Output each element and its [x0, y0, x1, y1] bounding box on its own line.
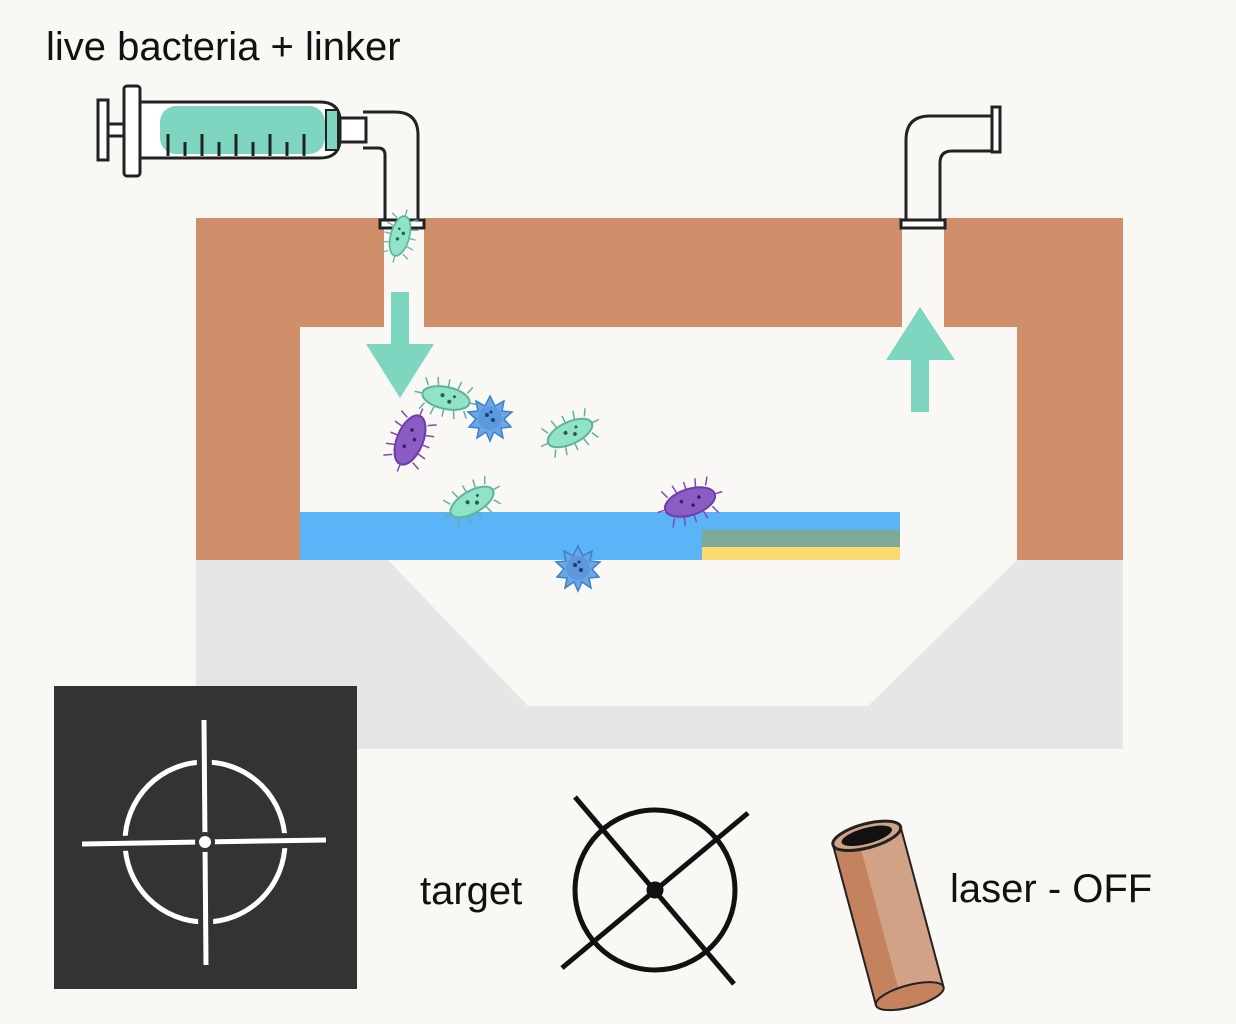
outlet-pipe — [899, 105, 1002, 230]
laser-label: laser - OFF — [950, 867, 1152, 911]
chamber-wall-left — [196, 218, 384, 560]
bacterium-purple — [376, 399, 444, 481]
syringe-icon — [96, 84, 368, 178]
target-label: target — [420, 869, 522, 913]
bacterium-blue — [467, 395, 513, 442]
target-icon — [560, 795, 750, 986]
crosshair-icon — [81, 719, 327, 966]
crosshair-panel — [54, 686, 357, 989]
laser-tube-icon — [831, 819, 945, 1012]
layer-yellow — [702, 547, 900, 560]
bacterium-green — [531, 401, 609, 465]
layer-green — [702, 530, 900, 547]
inlet-pipe — [363, 110, 426, 230]
chamber-wall-right — [944, 218, 1123, 560]
chamber-base — [196, 560, 1123, 749]
inlet-label: live bacteria + linker — [46, 25, 401, 69]
arrow-up-icon — [886, 307, 955, 412]
arrow-down-icon — [366, 292, 434, 398]
chamber-wall-top — [424, 218, 902, 327]
